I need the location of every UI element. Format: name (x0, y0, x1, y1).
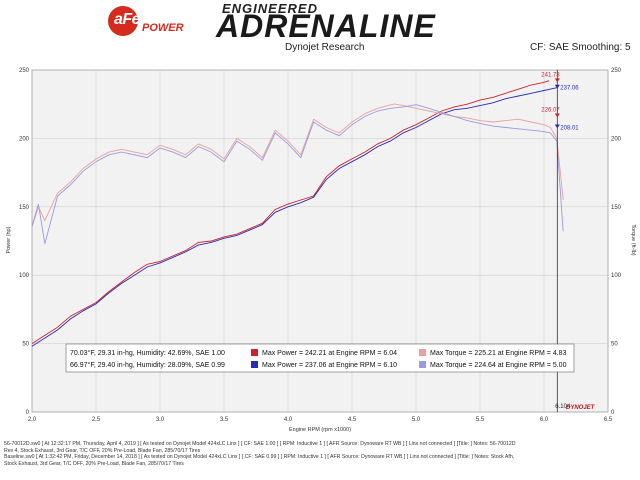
run-info-line-4: Stock Exhaust, 3rd Gear, T/C OFF, 20% Pr… (4, 460, 184, 467)
legend-swatch-torque-run1 (419, 349, 426, 356)
legend-torque-run2: Max Torque = 224.64 at Engine RPM = 5.00 (430, 362, 567, 369)
y-tick-label-right: 100 (611, 273, 622, 279)
annotation-marker (554, 113, 560, 118)
logo-brand-text: aFe (114, 11, 141, 28)
series-line-1 (31, 80, 550, 344)
x-tick-label: 2.5 (92, 417, 101, 423)
y-tick-label-left: 150 (19, 205, 30, 211)
x-tick-label: 4.0 (284, 417, 293, 423)
annotation-marker (554, 78, 560, 83)
run-info-line-1: 56-70012D.sw0 [ At 12:32:17 PM, Thursday… (4, 441, 516, 447)
y-tick-label-left: 0 (26, 410, 30, 416)
y-axis-label-right: Torque (ft-lb) (630, 224, 636, 255)
y-tick-label-right: 50 (611, 342, 618, 348)
y-tick-label-right: 0 (611, 410, 615, 416)
x-axis-label: Engine RPM (rpm x1000) (289, 427, 351, 433)
annotation-label: 208.01 (560, 125, 579, 131)
y-tick-label-right: 150 (611, 205, 622, 211)
series-lines (31, 80, 564, 347)
legend-swatch-power-run2 (251, 361, 258, 368)
source-label: Dynojet Research (285, 42, 365, 53)
legend-swatch-torque-run2 (419, 361, 426, 368)
y-tick-label-left: 250 (19, 68, 30, 74)
logo-power-text: POWER (142, 22, 184, 34)
y-tick-label-right: 250 (611, 68, 622, 74)
y-tick-label-left: 200 (19, 136, 30, 142)
annotation-label: 226.07 (541, 108, 560, 114)
series-line-4 (31, 104, 564, 244)
legend-swatch-power-run1 (251, 349, 258, 356)
y-tick-label-left: 100 (19, 273, 30, 279)
run-info-line-2: Rev 4, Stock Exhaust, 3rd Gear, T/C OFF,… (4, 447, 201, 454)
legend-torque-run1: Max Torque = 225.21 at Engine RPM = 4.83 (430, 350, 567, 357)
y-tick-label-right: 200 (611, 136, 622, 142)
x-tick-label: 6.5 (604, 417, 613, 423)
legend-box: 70.03°F, 29.31 in-hg, Humidity: 42.69%, … (65, 343, 575, 373)
legend-power-run2: Max Power = 237.06 at Engine RPM = 6.10 (262, 362, 397, 369)
legend-conditions-run2: 66.97°F, 29.40 in-hg, Humidity: 28.09%, … (70, 361, 225, 369)
x-tick-label: 4.5 (348, 417, 357, 423)
annotation-marker (554, 124, 560, 129)
x-tick-label: 3.5 (220, 417, 229, 423)
run-info-footer: 56-70012D.sw0 [ At 12:32:17 PM, Thursday… (4, 441, 636, 467)
annotation-marker (554, 84, 560, 89)
engineered-label: ENGINEERED (222, 1, 318, 16)
annotation-label: 237.06 (560, 86, 579, 92)
logo-circle (108, 6, 138, 36)
peak-annotations: 241.73 237.06 226.07 208.01 (541, 72, 579, 131)
afe-power-logo: aFe POWER (108, 4, 200, 36)
x-tick-label: 3.0 (156, 417, 165, 423)
x-tick-label: 6.0 (540, 417, 549, 423)
adrenaline-title: ADRENALINE (216, 8, 436, 44)
dynojet-mark: DYNOJET (566, 405, 596, 411)
legend-conditions-run1: 70.03°F, 29.31 in-hg, Humidity: 42.69%, … (70, 349, 225, 357)
series-line-2 (31, 87, 557, 347)
correction-label: CF: SAE Smoothing: 5 (530, 42, 631, 53)
series-line-3 (31, 103, 564, 228)
y-axis-label-left: Power (hp) (6, 226, 12, 253)
x-tick-label: 5.0 (412, 417, 421, 423)
rpm-cursor-label: 6.104 (555, 404, 571, 410)
annotation-label: 241.73 (541, 72, 560, 78)
y-tick-label-left: 50 (22, 342, 29, 348)
x-tick-label: 5.5 (476, 417, 485, 423)
run-info-line-3: Baseline.sw0 [ At 1:32:42 PM, Friday, De… (4, 454, 515, 461)
legend-power-run1: Max Power = 242.21 at Engine RPM = 6.04 (262, 350, 397, 357)
x-tick-label: 2.0 (28, 417, 37, 423)
